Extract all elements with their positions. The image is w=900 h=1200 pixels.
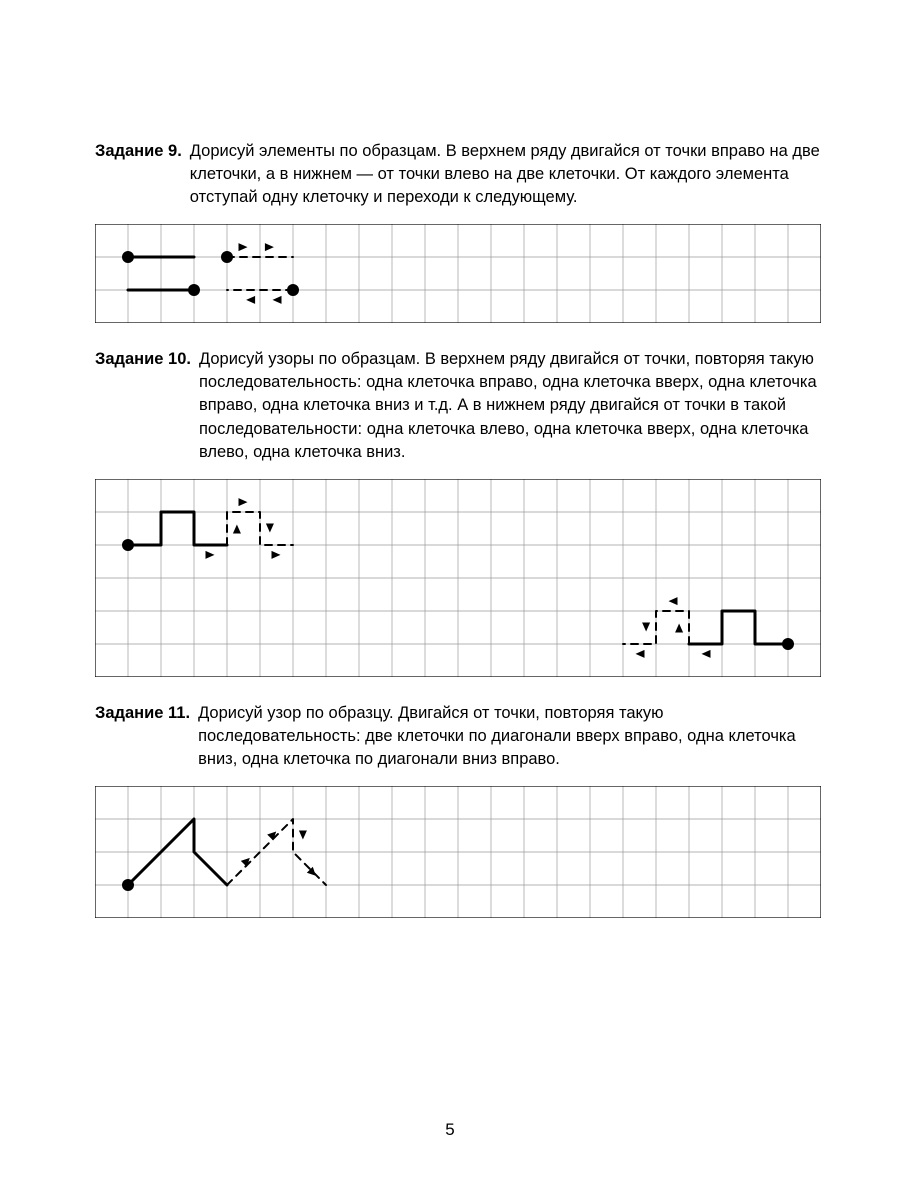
worksheet-page: Задание 9. Дорисуй элементы по образцам.… [0, 0, 900, 983]
task-text: Дорисуй элементы по образцам. В верхнем … [190, 140, 825, 209]
task-heading: Задание 11. Дорисуй узор по образцу. Дви… [95, 702, 825, 771]
grid-svg [95, 479, 821, 677]
task-label: Задание 10. [95, 348, 191, 463]
task-label: Задание 9. [95, 140, 182, 209]
task-heading: Задание 9. Дорисуй элементы по образцам.… [95, 140, 825, 209]
task-text: Дорисуй узоры по образцам. В верхнем ряд… [199, 348, 825, 463]
task-grid [95, 479, 825, 677]
tasks-container: Задание 9. Дорисуй элементы по образцам.… [95, 140, 825, 918]
task10: Задание 10. Дорисуй узоры по образцам. В… [95, 348, 825, 676]
task11: Задание 11. Дорисуй узор по образцу. Дви… [95, 702, 825, 918]
task-grid [95, 224, 825, 323]
grid-svg [95, 786, 821, 918]
grid-svg [95, 224, 821, 323]
page-number: 5 [0, 1120, 900, 1140]
task-grid [95, 786, 825, 918]
task-label: Задание 11. [95, 702, 190, 771]
task-heading: Задание 10. Дорисуй узоры по образцам. В… [95, 348, 825, 463]
task-text: Дорисуй узор по образцу. Двигайся от точ… [198, 702, 825, 771]
task9: Задание 9. Дорисуй элементы по образцам.… [95, 140, 825, 323]
